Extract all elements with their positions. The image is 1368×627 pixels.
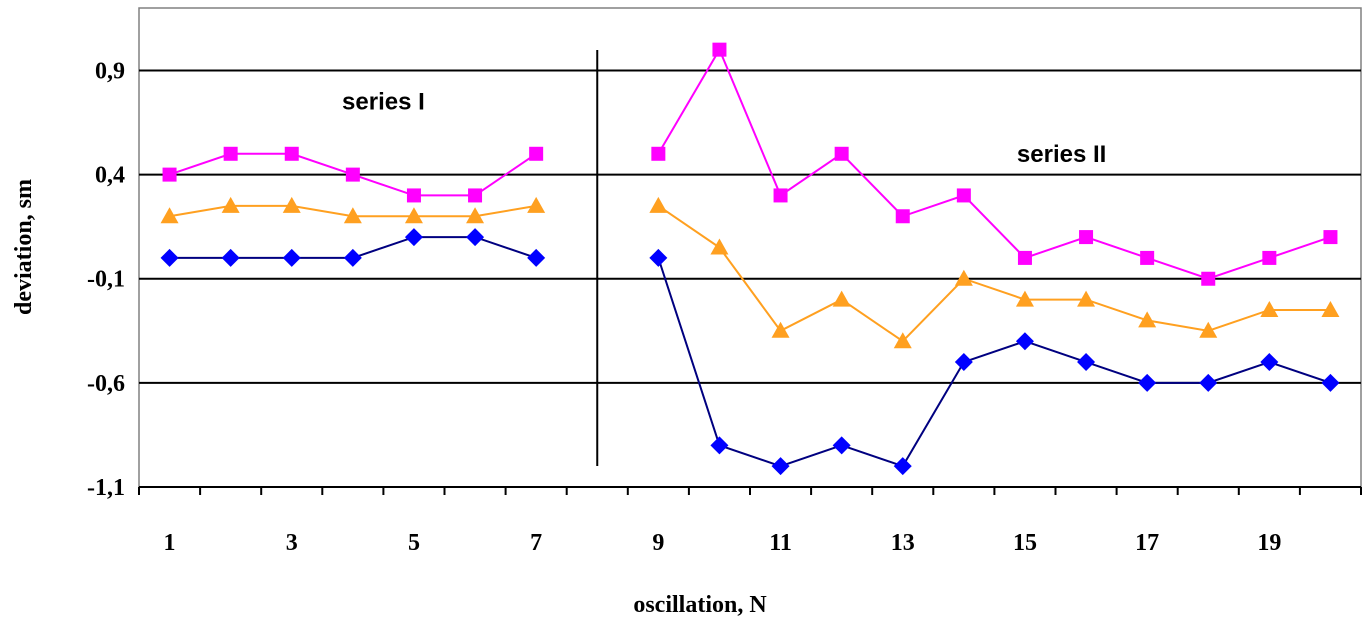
series-line-square — [657, 47, 1331, 280]
y-tick-label: 0,9 — [95, 58, 125, 84]
data-point-triangle — [1138, 311, 1157, 328]
y-tick-label: 0,4 — [95, 163, 125, 189]
data-point-triangle — [832, 290, 851, 307]
data-point-triangle — [1077, 290, 1096, 307]
x-axis-ticks: 1 3 5 7 9 11 13 15 17 19 — [138, 487, 1362, 556]
data-point-diamond — [1138, 373, 1157, 392]
data-point-square — [956, 188, 971, 203]
data-point-triangle — [710, 238, 729, 255]
data-point-square — [1140, 250, 1155, 265]
x-tick-label: 17 — [1135, 530, 1159, 556]
data-point-triangle — [954, 269, 973, 286]
data-point-triangle — [893, 332, 912, 349]
data-point-triangle — [771, 321, 790, 338]
x-tick-label: 7 — [530, 530, 542, 556]
data-point-square — [223, 146, 238, 161]
data-point-diamond — [832, 436, 851, 455]
data-point-triangle — [527, 196, 546, 213]
data-point-diamond — [404, 228, 423, 247]
y-tick-label: -1,1 — [87, 475, 125, 501]
data-point-diamond — [710, 436, 729, 455]
data-point-square — [712, 42, 727, 57]
data-point-diamond — [343, 248, 362, 267]
data-point-square — [895, 209, 910, 224]
x-tick-label: 11 — [769, 530, 792, 556]
data-point-diamond — [1260, 353, 1279, 372]
y-axis-title: deviation, sm — [11, 179, 37, 315]
series-markers — [160, 42, 1340, 476]
series-annotation: series II — [1017, 141, 1106, 168]
data-point-diamond — [282, 248, 301, 267]
data-point-square — [284, 146, 299, 161]
x-tick-label: 5 — [408, 530, 420, 556]
data-point-diamond — [771, 457, 790, 476]
data-point-square — [468, 188, 483, 203]
data-point-diamond — [221, 248, 240, 267]
data-point-square — [1262, 250, 1277, 265]
data-point-triangle — [1260, 300, 1279, 317]
data-point-square — [1201, 271, 1216, 286]
data-point-square — [773, 188, 788, 203]
data-point-triangle — [282, 196, 301, 213]
y-axis-ticks: 0,9 0,4 -0,1 -0,6 -1,1 — [87, 58, 125, 501]
data-point-diamond — [1199, 373, 1218, 392]
data-point-diamond — [527, 248, 546, 267]
data-point-triangle — [649, 196, 668, 213]
data-point-diamond — [1015, 332, 1034, 351]
data-point-triangle — [160, 207, 179, 224]
series-line-diamond — [657, 257, 1331, 468]
data-point-diamond — [954, 353, 973, 372]
x-tick-label: 1 — [164, 530, 176, 556]
y-tick-label: -0,1 — [87, 267, 125, 293]
data-point-triangle — [1199, 321, 1218, 338]
x-tick-label: 15 — [1013, 530, 1037, 556]
data-point-diamond — [893, 457, 912, 476]
data-point-diamond — [160, 248, 179, 267]
data-point-square — [345, 167, 360, 182]
data-point-square — [834, 146, 849, 161]
x-tick-label: 13 — [891, 530, 915, 556]
data-point-diamond — [466, 228, 485, 247]
x-axis-title: oscillation, N — [633, 592, 767, 618]
x-tick-label: 3 — [286, 530, 298, 556]
data-point-square — [651, 146, 666, 161]
data-point-triangle — [221, 196, 240, 213]
x-tick-label: 19 — [1257, 530, 1281, 556]
data-point-square — [1079, 230, 1094, 245]
data-point-square — [1323, 230, 1338, 245]
data-point-diamond — [649, 248, 668, 267]
data-point-square — [162, 167, 177, 182]
data-point-triangle — [1321, 300, 1340, 317]
x-tick-label: 9 — [652, 530, 664, 556]
plot-area-frame — [138, 7, 1362, 488]
series-annotation: series I — [342, 89, 425, 116]
data-point-triangle — [466, 207, 485, 224]
data-point-square — [529, 146, 544, 161]
y-tick-label: -0,6 — [87, 371, 125, 397]
annotations: series I series II — [342, 89, 1106, 168]
data-point-triangle — [1015, 290, 1034, 307]
series-line-triangle — [657, 205, 1331, 343]
data-point-diamond — [1077, 353, 1096, 372]
data-point-triangle — [343, 207, 362, 224]
data-point-square — [1017, 250, 1032, 265]
data-point-diamond — [1321, 373, 1340, 392]
data-point-square — [406, 188, 421, 203]
data-point-triangle — [404, 207, 423, 224]
